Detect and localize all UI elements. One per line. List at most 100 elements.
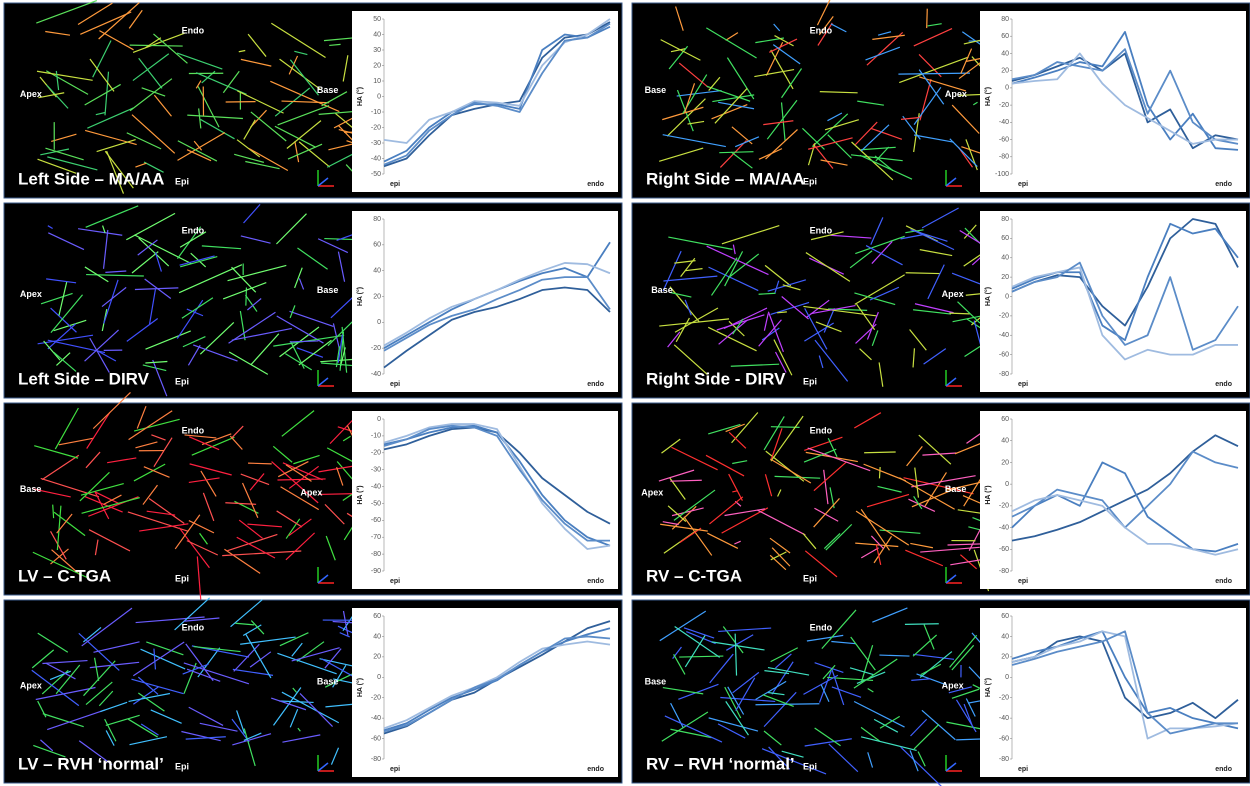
fiber	[906, 273, 940, 274]
fiber	[879, 467, 880, 478]
y-tick-label: -20	[371, 345, 381, 352]
y-tick-label: 40	[1001, 438, 1009, 445]
image-label: Base	[645, 85, 667, 95]
y-axis-label: HA (°)	[984, 485, 992, 504]
image-label: Base	[645, 677, 667, 687]
image-label: Apex	[20, 289, 42, 299]
y-tick-label: 10	[373, 78, 381, 85]
y-tick-label: -90	[371, 568, 381, 575]
image-label: Endo	[182, 225, 205, 235]
y-tick-label: 40	[373, 633, 381, 640]
x-tick-label: endo	[587, 181, 604, 188]
y-tick-label: 20	[1001, 654, 1009, 661]
fiber	[864, 452, 896, 453]
image-label: Endo	[182, 622, 205, 632]
y-tick-label: -20	[371, 124, 381, 131]
y-tick-label: 20	[373, 293, 381, 300]
y-tick-label: -50	[371, 171, 381, 178]
x-tick-label: endo	[587, 381, 604, 388]
x-tick-label: epi	[1018, 578, 1028, 585]
y-tick-label: -40	[999, 119, 1009, 126]
panel-title: RV – C-TGA	[646, 566, 742, 585]
y-tick-label: 0	[1005, 85, 1009, 92]
image-label: Epi	[175, 573, 189, 583]
y-tick-label: -20	[371, 450, 381, 457]
y-axis-label: HA (°)	[984, 87, 992, 106]
image-label: Base	[317, 677, 339, 687]
panel-title: LV – RVH ‘normal’	[18, 754, 164, 773]
panel-title: Left Side – DIRV	[18, 369, 150, 388]
image-label: Epi	[175, 761, 189, 771]
y-tick-label: -70	[371, 534, 381, 541]
y-tick-label: 20	[1001, 274, 1009, 281]
y-tick-label: 20	[373, 62, 381, 69]
panel-title: Right Side – MA/AA	[646, 169, 805, 188]
y-tick-label: -60	[999, 136, 1009, 143]
y-tick-label: -60	[371, 517, 381, 524]
y-tick-label: -40	[371, 483, 381, 490]
image-label: Apex	[942, 289, 964, 299]
y-tick-label: 40	[1001, 255, 1009, 262]
image-label: Base	[945, 484, 967, 494]
y-tick-label: 30	[373, 47, 381, 54]
x-tick-label: epi	[390, 381, 400, 388]
y-tick-label: 80	[1001, 16, 1009, 23]
panel-title: LV – C-TGA	[18, 566, 111, 585]
y-tick-label: -20	[999, 503, 1009, 510]
y-tick-label: -80	[999, 154, 1009, 161]
y-tick-label: 60	[1001, 613, 1009, 620]
image-label: Base	[651, 285, 673, 295]
y-tick-label: -40	[371, 155, 381, 162]
y-tick-label: 0	[377, 319, 381, 326]
image-label: Epi	[175, 176, 189, 186]
image-label: Endo	[810, 225, 833, 235]
y-tick-label: 20	[373, 654, 381, 661]
image-label: Base	[317, 85, 339, 95]
y-tick-label: 60	[373, 242, 381, 249]
chart-area	[352, 211, 618, 392]
y-tick-label: -40	[371, 715, 381, 722]
y-tick-label: -40	[999, 715, 1009, 722]
y-tick-label: -10	[371, 433, 381, 440]
y-tick-label: -80	[371, 756, 381, 763]
image-label: Endo	[810, 25, 833, 35]
x-tick-label: epi	[390, 578, 400, 585]
image-label: Endo	[182, 25, 205, 35]
x-tick-label: endo	[587, 578, 604, 585]
x-tick-label: epi	[1018, 766, 1028, 773]
y-tick-label: -100	[995, 171, 1009, 178]
y-tick-label: 0	[1005, 481, 1009, 488]
image-label: Apex	[942, 680, 964, 690]
image-label: Apex	[20, 89, 42, 99]
x-tick-label: epi	[1018, 181, 1028, 188]
y-tick-label: 80	[373, 216, 381, 223]
y-tick-label: -20	[999, 695, 1009, 702]
x-tick-label: epi	[390, 766, 400, 773]
y-tick-label: 20	[1001, 68, 1009, 75]
fiber	[949, 313, 969, 314]
y-tick-label: -20	[371, 695, 381, 702]
chart-area	[980, 211, 1246, 392]
x-tick-label: epi	[390, 181, 400, 188]
y-tick-label: -60	[999, 546, 1009, 553]
page: {"chart_data": [ {"type": "line", "title…	[0, 0, 1250, 786]
image-label: Apex	[20, 680, 42, 690]
fiber	[927, 9, 928, 28]
y-tick-label: 60	[1001, 235, 1009, 242]
x-tick-label: epi	[1018, 381, 1028, 388]
y-tick-label: 50	[373, 16, 381, 23]
y-axis-label: HA (°)	[356, 87, 364, 106]
panel-title: Left Side – MA/AA	[18, 169, 164, 188]
x-tick-label: endo	[1215, 181, 1232, 188]
y-tick-label: 0	[377, 416, 381, 423]
image-label: Epi	[803, 573, 817, 583]
y-tick-label: -40	[999, 524, 1009, 531]
y-tick-label: 60	[1001, 416, 1009, 423]
y-tick-label: -60	[999, 351, 1009, 358]
y-tick-label: 60	[1001, 33, 1009, 40]
y-axis-label: HA (°)	[356, 678, 364, 697]
y-tick-label: -60	[999, 735, 1009, 742]
y-axis-label: HA (°)	[356, 287, 364, 306]
y-tick-label: -80	[999, 756, 1009, 763]
chart-area	[352, 411, 618, 589]
